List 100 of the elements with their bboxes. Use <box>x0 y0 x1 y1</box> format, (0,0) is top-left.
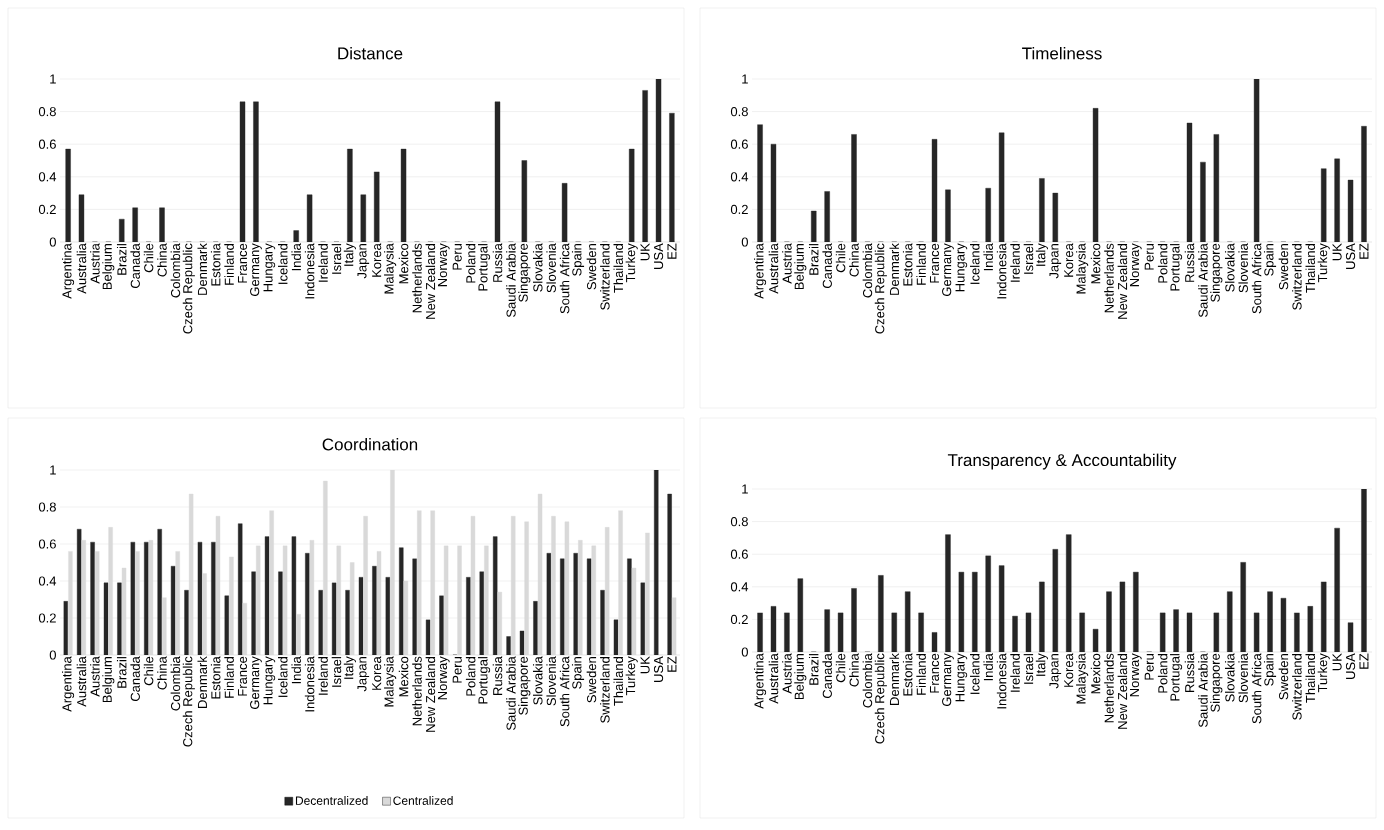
x-tick-label: Ireland <box>1010 244 1020 282</box>
x-tick-label: UK <box>640 243 650 261</box>
bar <box>1119 581 1126 653</box>
x-tick-label: Mexico <box>1090 653 1101 694</box>
x-tick-label: Peru <box>452 244 462 270</box>
x-tick-label: South Africa <box>559 243 570 314</box>
x-tick-label: New Zealand <box>1117 654 1128 729</box>
bar <box>1253 79 1260 243</box>
x-tick-label: Netherlands <box>1104 243 1114 313</box>
x-tick-label: Malaysia <box>384 656 397 707</box>
y-tick-label: 0.4 <box>730 582 749 592</box>
x-tick-label: Iceland <box>970 244 980 284</box>
x-tick-label: Hungary <box>263 243 276 292</box>
x-tick-label: Slovakia <box>1224 653 1235 702</box>
x-tick-label: Saudi Arabia <box>1198 243 1208 318</box>
x-tick-label: Italy <box>343 243 356 266</box>
x-tick-label: Australia <box>76 656 87 707</box>
x-tick-label: Italy <box>343 656 356 679</box>
bar <box>238 523 243 656</box>
y-tick-label: 0.8 <box>730 517 748 527</box>
y-tick-label: 0 <box>741 647 748 657</box>
x-tick-label: China <box>849 243 859 277</box>
x-tick-label: Turkey <box>625 656 638 696</box>
bar <box>211 541 216 656</box>
x-tick-label: Turkey <box>625 243 638 283</box>
bar <box>600 590 605 656</box>
bar <box>506 636 511 656</box>
legend-label: Decentralized <box>295 796 368 805</box>
x-tick-label: Canada <box>822 243 832 289</box>
x-tick-label: Belgium <box>102 657 115 703</box>
x-tick-label: Slovenia <box>546 243 556 293</box>
x-tick-label: Indonesia <box>304 243 315 299</box>
x-tick-label: Belgium <box>794 654 807 700</box>
bar <box>837 612 844 653</box>
x-tick-label: Switzerland <box>1292 244 1302 310</box>
bar <box>479 571 484 656</box>
x-tick-label: Korea <box>1064 243 1074 277</box>
x-tick-label: Denmark <box>197 656 208 708</box>
bar <box>1079 612 1085 653</box>
x-tick-label: Italy <box>1035 653 1048 676</box>
y-tick-label: 0.2 <box>38 204 56 214</box>
x-tick-label: Denmark <box>889 243 900 295</box>
x-tick-label: Poland <box>465 657 476 696</box>
bar <box>1052 549 1058 653</box>
bar <box>824 609 830 653</box>
bar <box>197 541 203 656</box>
bar <box>318 590 323 656</box>
y-tick-label: 1 <box>50 465 56 475</box>
y-tick-label: 0.6 <box>38 539 56 549</box>
x-tick-label: Australia <box>768 653 779 704</box>
x-tick-label: Austria <box>782 653 792 694</box>
bar <box>1039 581 1045 653</box>
x-tick-label: China <box>157 243 167 277</box>
x-tick-label: Indonesia <box>996 243 1007 299</box>
x-tick-label: Japan <box>1049 244 1062 279</box>
bar <box>519 630 525 656</box>
x-tick-label: Australia <box>76 243 87 294</box>
x-tick-label: Singapore <box>518 243 531 302</box>
bar <box>493 536 498 656</box>
bar <box>157 529 162 656</box>
x-tick-label: Belgium <box>102 244 115 290</box>
x-tick-label: Thailand <box>1305 654 1316 703</box>
x-tick-label: Sweden <box>1278 244 1289 290</box>
x-tick-label: Czech Republic <box>182 656 195 747</box>
x-tick-label: Slovenia <box>1238 653 1248 703</box>
bar <box>1173 609 1179 653</box>
x-tick-label: Finland <box>224 657 234 698</box>
bar <box>640 582 646 656</box>
bar <box>824 191 830 243</box>
x-tick-label: Israel <box>331 657 342 687</box>
bar <box>1361 489 1367 653</box>
x-tick-label: Turkey <box>1317 243 1330 283</box>
x-tick-label: Colombia <box>862 243 873 298</box>
y-tick-label: 0.4 <box>730 172 749 182</box>
x-tick-label: Poland <box>465 244 476 283</box>
bar <box>1294 612 1300 653</box>
bar <box>627 558 632 656</box>
y-tick-label: 0.8 <box>730 107 748 117</box>
x-tick-label: Indonesia <box>996 653 1007 709</box>
y-tick-label: 0.6 <box>38 139 56 149</box>
x-tick-label: Singapore <box>1210 653 1223 712</box>
bar <box>533 601 538 656</box>
bar <box>586 558 592 656</box>
x-tick-label: Israel <box>1023 654 1034 684</box>
x-tick-label: Brazil <box>808 244 819 275</box>
x-tick-label: Mexico <box>398 656 409 697</box>
x-tick-label: Brazil <box>808 654 819 685</box>
x-tick-label: Spain <box>1263 244 1277 276</box>
x-tick-label: Sweden <box>586 244 597 290</box>
x-tick-label: Portugal <box>1170 244 1183 291</box>
x-tick-label: Estonia <box>210 656 221 699</box>
x-tick-label: China <box>157 656 167 690</box>
x-tick-label: Argentina <box>61 656 75 712</box>
x-tick-label: Japan <box>357 244 370 279</box>
bar <box>945 534 951 653</box>
y-tick-label: 1 <box>742 484 748 494</box>
x-tick-label: Iceland <box>970 654 980 694</box>
bar <box>1307 606 1313 653</box>
x-tick-label: EZ <box>667 656 677 672</box>
x-tick-label: Norway <box>438 243 450 287</box>
